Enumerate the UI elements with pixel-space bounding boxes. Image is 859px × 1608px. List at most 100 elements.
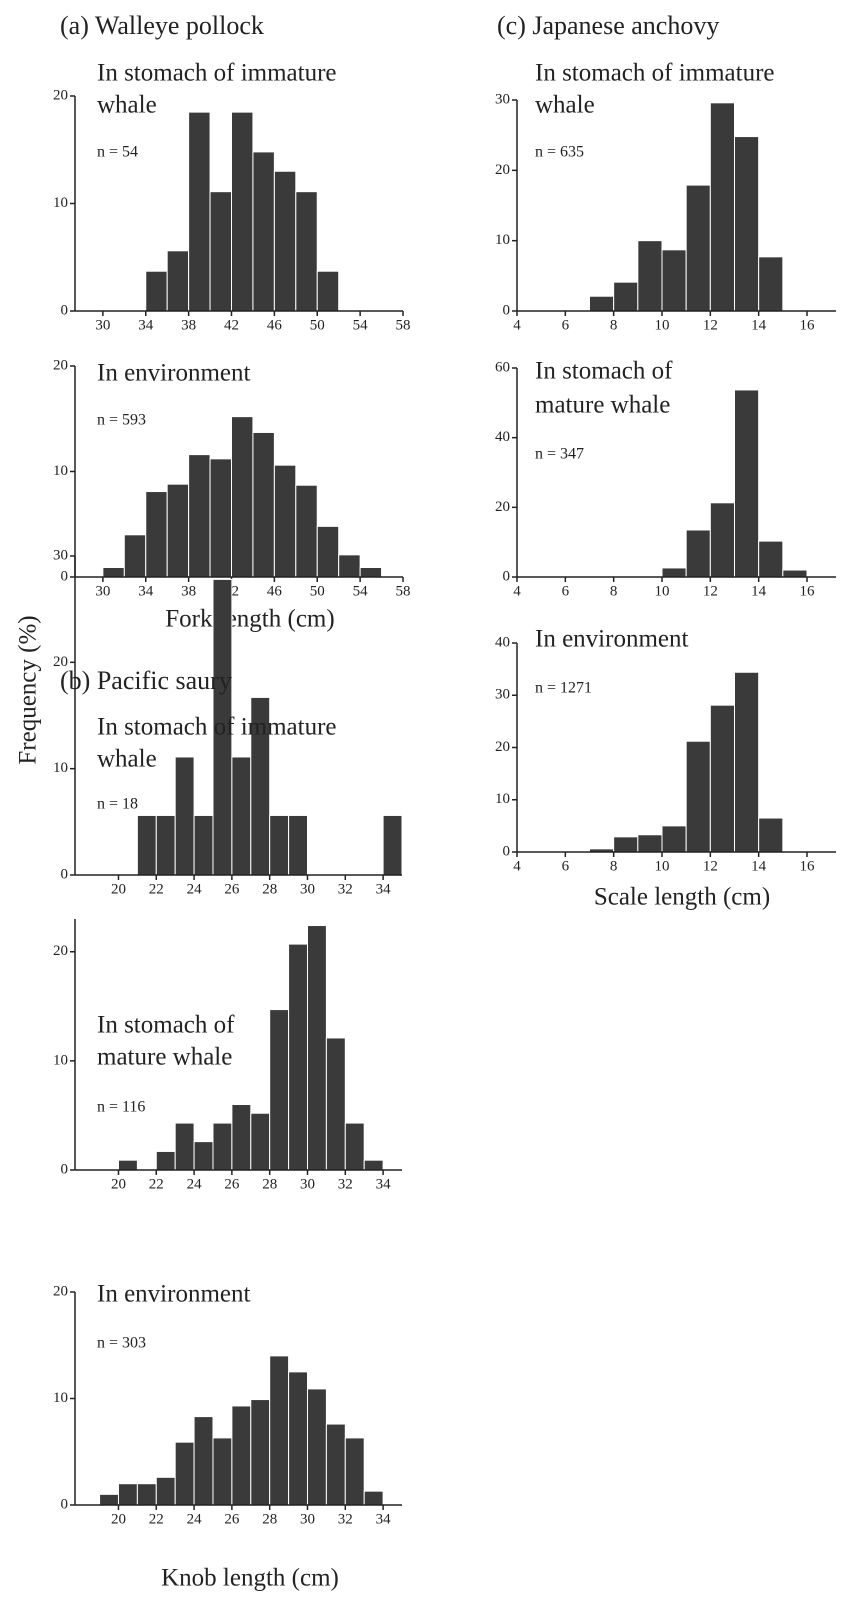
y-tick-label: 10 [53, 760, 68, 776]
bar [269, 1355, 290, 1506]
annotation: n = 635 [535, 144, 584, 161]
bar [661, 567, 687, 578]
annotation: n = 593 [97, 412, 146, 429]
x-tick-label: 34 [376, 881, 392, 897]
bar [734, 136, 760, 312]
bar [363, 1490, 384, 1506]
bar [166, 250, 190, 312]
annotation: n = 1271 [535, 680, 592, 697]
x-tick-label: 12 [703, 317, 718, 333]
bar [155, 1150, 176, 1171]
x-tick-label: 42 [224, 317, 239, 333]
y-tick-label: 20 [495, 739, 510, 755]
bar [145, 491, 168, 578]
y-tick-label: 20 [495, 499, 510, 515]
y-tick-label: 30 [495, 687, 510, 703]
bar [174, 1122, 195, 1171]
bar [155, 814, 176, 876]
y-tick-label: 20 [53, 943, 68, 959]
x-tick-label: 10 [655, 858, 670, 874]
bar [99, 1493, 119, 1506]
bar [273, 464, 297, 578]
x-tick-label: 24 [187, 1176, 203, 1192]
bar [758, 817, 784, 853]
x-tick-label: 24 [187, 1511, 203, 1527]
subtitle: In stomach of [535, 358, 673, 385]
bar [382, 814, 403, 876]
bar [174, 756, 195, 876]
bar [269, 814, 290, 876]
x-tick-label: 6 [562, 583, 570, 599]
y-tick-label: 60 [495, 359, 510, 375]
bar [155, 1476, 176, 1506]
annotation: n = 303 [97, 1335, 146, 1352]
bar [295, 191, 318, 312]
bar [758, 540, 784, 578]
bar [269, 1009, 290, 1171]
bar [288, 943, 308, 1171]
x-tick-label: 12 [703, 858, 718, 874]
bar [661, 825, 687, 853]
bar [316, 525, 340, 578]
bar [117, 1483, 138, 1506]
annotation: n = 54 [97, 144, 138, 161]
subtitle: whale [97, 746, 157, 773]
y-tick-label: 0 [61, 1496, 69, 1512]
y-tick-label: 0 [61, 1161, 69, 1177]
panel-title: (a) Walleye pollock [60, 11, 264, 40]
x-tick-label: 26 [224, 881, 240, 897]
bar [709, 502, 735, 578]
y-tick-label: 10 [495, 791, 510, 807]
bar [230, 416, 254, 578]
bar [250, 1112, 271, 1171]
bar [758, 256, 784, 312]
x-tick-label: 38 [181, 317, 196, 333]
bar [734, 389, 760, 578]
x-tick-label: 20 [111, 1176, 126, 1192]
x-tick-label: 16 [800, 583, 816, 599]
y-tick-label: 10 [53, 463, 68, 479]
x-axis-label: Knob length (cm) [161, 1565, 339, 1592]
bar [734, 671, 760, 853]
x-tick-label: 28 [262, 1511, 277, 1527]
x-tick-label: 32 [338, 881, 353, 897]
x-tick-label: 30 [300, 1176, 315, 1192]
y-axis-label: Frequency (%) [15, 615, 42, 764]
bar [250, 1399, 271, 1506]
bar [344, 1122, 365, 1171]
y-tick-label: 0 [61, 866, 69, 882]
bar [685, 740, 711, 853]
bar [325, 1423, 346, 1506]
x-tick-label: 34 [376, 1176, 392, 1192]
subtitle: In environment [97, 1281, 250, 1308]
bar [193, 1416, 214, 1506]
x-tick-label: 14 [751, 583, 767, 599]
x-tick-label: 38 [181, 583, 196, 599]
subtitle: In environment [97, 360, 250, 387]
bar [273, 170, 297, 312]
bar [252, 431, 275, 578]
bar [306, 1388, 327, 1506]
x-tick-label: 24 [187, 881, 203, 897]
y-tick-label: 0 [503, 302, 511, 318]
bar [212, 1122, 233, 1171]
subtitle: mature whale [535, 392, 670, 419]
x-tick-label: 34 [376, 1511, 392, 1527]
bar [288, 1371, 308, 1506]
x-tick-label: 10 [655, 317, 670, 333]
bar [782, 569, 808, 578]
x-tick-label: 4 [513, 317, 521, 333]
bar [709, 102, 735, 312]
x-tick-label: 8 [610, 317, 618, 333]
x-tick-label: 14 [751, 317, 767, 333]
subtitle: In stomach of immature [97, 60, 337, 87]
x-tick-label: 22 [149, 1511, 164, 1527]
x-tick-label: 30 [300, 881, 315, 897]
x-tick-label: 8 [610, 858, 618, 874]
x-tick-label: 58 [396, 583, 411, 599]
bar [102, 567, 125, 578]
annotation: n = 347 [535, 446, 584, 463]
y-tick-label: 30 [495, 91, 510, 107]
x-tick-label: 32 [338, 1176, 353, 1192]
